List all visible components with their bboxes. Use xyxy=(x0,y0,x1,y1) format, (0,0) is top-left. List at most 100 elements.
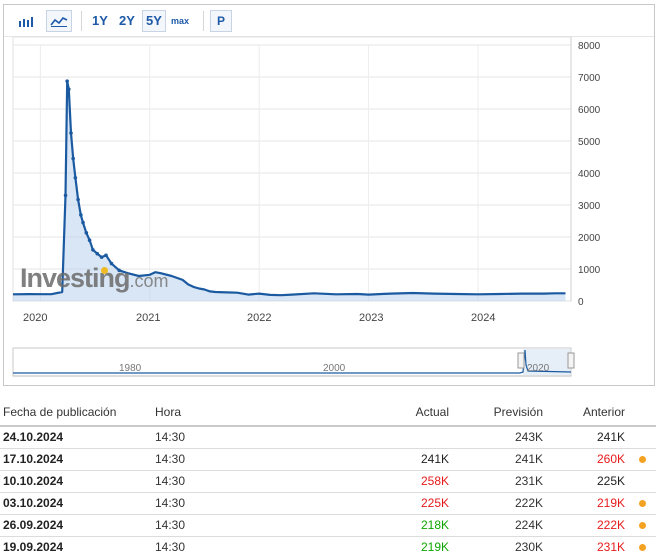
area-chart-button[interactable] xyxy=(46,10,72,32)
cell-forecast: 222K xyxy=(452,492,546,515)
toolbar-separator xyxy=(81,11,82,31)
data-point xyxy=(79,213,83,217)
range-2y-button[interactable]: 2Y xyxy=(115,10,139,32)
table-row: 03.10.2024 14:30 225K 222K 219K xyxy=(0,492,656,515)
data-point xyxy=(63,193,68,198)
cell-actual: 241K xyxy=(332,448,452,471)
cell-actual: 258K xyxy=(332,470,452,493)
header-actual[interactable]: Actual xyxy=(332,398,452,427)
area-chart-icon xyxy=(50,16,68,27)
cell-forecast: 231K xyxy=(452,470,546,493)
data-point xyxy=(67,87,71,91)
y-tick-label: 4000 xyxy=(578,169,601,180)
cell-revised xyxy=(628,536,656,557)
watermark-dot xyxy=(101,267,108,274)
p-button[interactable]: P xyxy=(210,10,232,32)
cell-time: 14:30 xyxy=(152,426,332,449)
data-point xyxy=(65,79,69,83)
cell-time: 14:30 xyxy=(152,470,332,493)
x-tick-label: 2024 xyxy=(471,312,496,324)
y-tick-label: 7000 xyxy=(578,73,601,84)
y-tick-label: 8000 xyxy=(578,41,601,52)
cell-date: 24.10.2024 xyxy=(0,426,152,449)
history-table: Fecha de publicación Hora Actual Previsi… xyxy=(0,398,656,557)
data-point xyxy=(69,131,73,135)
bar-chart-icon xyxy=(19,17,33,27)
series-line xyxy=(12,80,566,297)
data-point xyxy=(104,253,108,258)
header-previous[interactable]: Anterior xyxy=(546,398,628,427)
table-row: 19.09.2024 14:30 219K 230K 231K xyxy=(0,536,656,557)
data-point xyxy=(73,176,78,180)
data-point xyxy=(109,261,114,266)
cell-date: 26.09.2024 xyxy=(0,514,152,537)
y-tick-label: 5000 xyxy=(578,137,601,148)
header-date[interactable]: Fecha de publicación xyxy=(0,398,152,427)
table-row: 24.10.2024 14:30 243K 241K xyxy=(0,426,656,449)
chart-container: 1Y 2Y 5Y max P xyxy=(3,4,655,386)
revised-dot-icon xyxy=(638,456,646,463)
data-point xyxy=(95,251,100,256)
y-tick-label: 1000 xyxy=(578,265,601,276)
cell-revised xyxy=(628,492,656,515)
data-point xyxy=(99,255,104,259)
cell-previous: 241K xyxy=(546,426,628,449)
cell-forecast: 230K xyxy=(452,536,546,557)
cell-revised xyxy=(628,448,656,471)
cell-date: 19.09.2024 xyxy=(0,536,152,557)
revised-dot-icon xyxy=(638,500,646,507)
data-point xyxy=(84,231,89,235)
cell-actual: 225K xyxy=(332,492,452,515)
cell-previous: 260K xyxy=(546,448,628,471)
cell-forecast: 243K xyxy=(452,426,546,449)
cell-actual: 219K xyxy=(332,536,452,557)
cell-time: 14:30 xyxy=(152,448,332,471)
cell-revised xyxy=(628,514,656,537)
toolbar-separator xyxy=(203,11,204,31)
cell-time: 14:30 xyxy=(152,536,332,557)
header-forecast[interactable]: Previsión xyxy=(452,398,546,427)
range-navigator[interactable] xyxy=(12,347,575,377)
navigator-right-handle[interactable] xyxy=(567,352,575,369)
navigator-tick-label: 2020 xyxy=(527,363,550,374)
cell-forecast: 241K xyxy=(452,448,546,471)
range-5y-button[interactable]: 5Y xyxy=(142,10,166,32)
cell-time: 14:30 xyxy=(152,492,332,515)
y-tick-label: 0 xyxy=(578,297,584,308)
cell-date: 03.10.2024 xyxy=(0,492,152,515)
revised-dot-icon xyxy=(638,522,646,529)
y-tick-label: 6000 xyxy=(578,105,601,116)
cell-previous: 231K xyxy=(546,536,628,557)
data-point xyxy=(81,220,85,225)
cell-revised xyxy=(628,426,656,449)
table-row: 17.10.2024 14:30 241K 241K 260K xyxy=(0,448,656,471)
data-point xyxy=(91,248,95,252)
cell-actual xyxy=(332,426,452,449)
navigator-left-handle[interactable] xyxy=(517,352,525,369)
table-row: 10.10.2024 14:30 258K 231K 225K xyxy=(0,470,656,493)
bar-chart-button[interactable] xyxy=(13,10,39,32)
watermark-suffix: .com xyxy=(129,271,169,291)
range-max-button[interactable]: max xyxy=(166,10,194,32)
range-1y-button[interactable]: 1Y xyxy=(88,10,112,32)
data-point xyxy=(87,238,92,242)
cell-revised xyxy=(628,470,656,493)
table-header-row: Fecha de publicación Hora Actual Previsi… xyxy=(0,398,656,427)
data-point xyxy=(71,156,75,161)
series-area xyxy=(13,81,566,301)
cell-previous: 225K xyxy=(546,470,628,493)
cell-previous: 219K xyxy=(546,492,628,515)
cell-forecast: 224K xyxy=(452,514,546,537)
header-revised xyxy=(628,398,656,427)
header-time[interactable]: Hora xyxy=(152,398,332,427)
y-tick-label: 3000 xyxy=(578,201,601,212)
table-row: 26.09.2024 14:30 218K 224K 222K xyxy=(0,514,656,537)
watermark-brand: Investing xyxy=(20,263,131,293)
revised-dot-icon xyxy=(638,544,646,551)
cell-actual: 218K xyxy=(332,514,452,537)
cell-date: 10.10.2024 xyxy=(0,470,152,493)
x-tick-label: 2023 xyxy=(359,312,384,324)
x-tick-label: 2021 xyxy=(136,312,161,324)
data-point xyxy=(76,197,80,202)
main-chart[interactable] xyxy=(0,0,661,390)
